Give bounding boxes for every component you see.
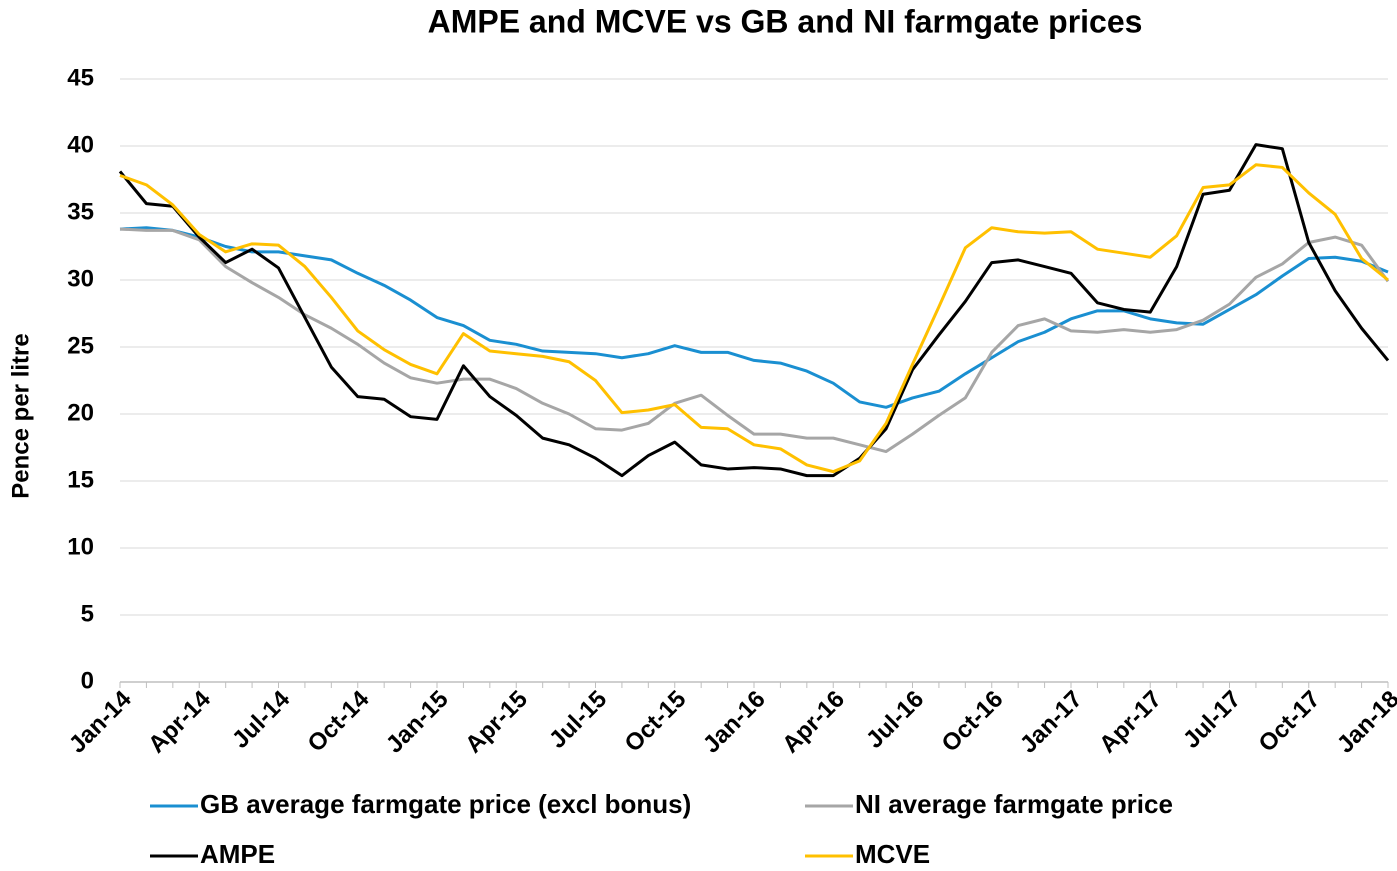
x-tick-label: Jan-18 xyxy=(1332,686,1397,759)
x-tick-label: Apr-14 xyxy=(143,685,216,758)
x-tick-label: Apr-15 xyxy=(460,686,533,759)
legend-label: AMPE xyxy=(200,839,275,869)
chart-title: AMPE and MCVE vs GB and NI farmgate pric… xyxy=(428,3,1143,39)
x-tick-label: Oct-17 xyxy=(1254,686,1326,758)
x-tick-label: Apr-17 xyxy=(1094,686,1167,759)
x-tick-label: Oct-16 xyxy=(937,686,1009,758)
x-tick-label: Jan-14 xyxy=(64,685,137,758)
series-line xyxy=(119,163,1389,474)
legend-label: GB average farmgate price (excl bonus) xyxy=(200,789,691,819)
x-tick-label: Jul-16 xyxy=(861,686,929,754)
y-tick-label: 15 xyxy=(67,466,94,493)
y-tick-label: 40 xyxy=(67,131,94,158)
series-line xyxy=(119,226,1389,409)
x-tick-label: Jul-15 xyxy=(544,686,612,754)
x-tick-label: Oct-15 xyxy=(620,686,692,758)
legend-label: NI average farmgate price xyxy=(855,789,1173,819)
y-tick-label: 30 xyxy=(67,265,94,292)
y-tick-label: 45 xyxy=(67,64,94,91)
series-line xyxy=(119,227,1390,454)
y-tick-label: 25 xyxy=(67,332,94,359)
y-tick-label: 0 xyxy=(81,667,94,694)
y-tick-label: 10 xyxy=(67,533,94,560)
y-tick-label: 5 xyxy=(81,600,94,627)
x-tick-label: Apr-16 xyxy=(777,686,850,759)
x-tick-label: Jul-17 xyxy=(1178,686,1246,754)
x-tick-label: Jul-14 xyxy=(227,685,296,754)
y-axis-label: Pence per litre xyxy=(7,333,34,498)
x-tick-label: Jan-15 xyxy=(381,686,454,759)
x-tick-label: Jan-17 xyxy=(1015,686,1088,759)
x-tick-label: Oct-14 xyxy=(303,685,375,757)
x-tick-label: Jan-16 xyxy=(698,686,771,759)
y-tick-label: 35 xyxy=(67,198,94,225)
legend-label: MCVE xyxy=(855,839,930,869)
series-line xyxy=(118,143,1390,478)
y-tick-label: 20 xyxy=(67,399,94,426)
